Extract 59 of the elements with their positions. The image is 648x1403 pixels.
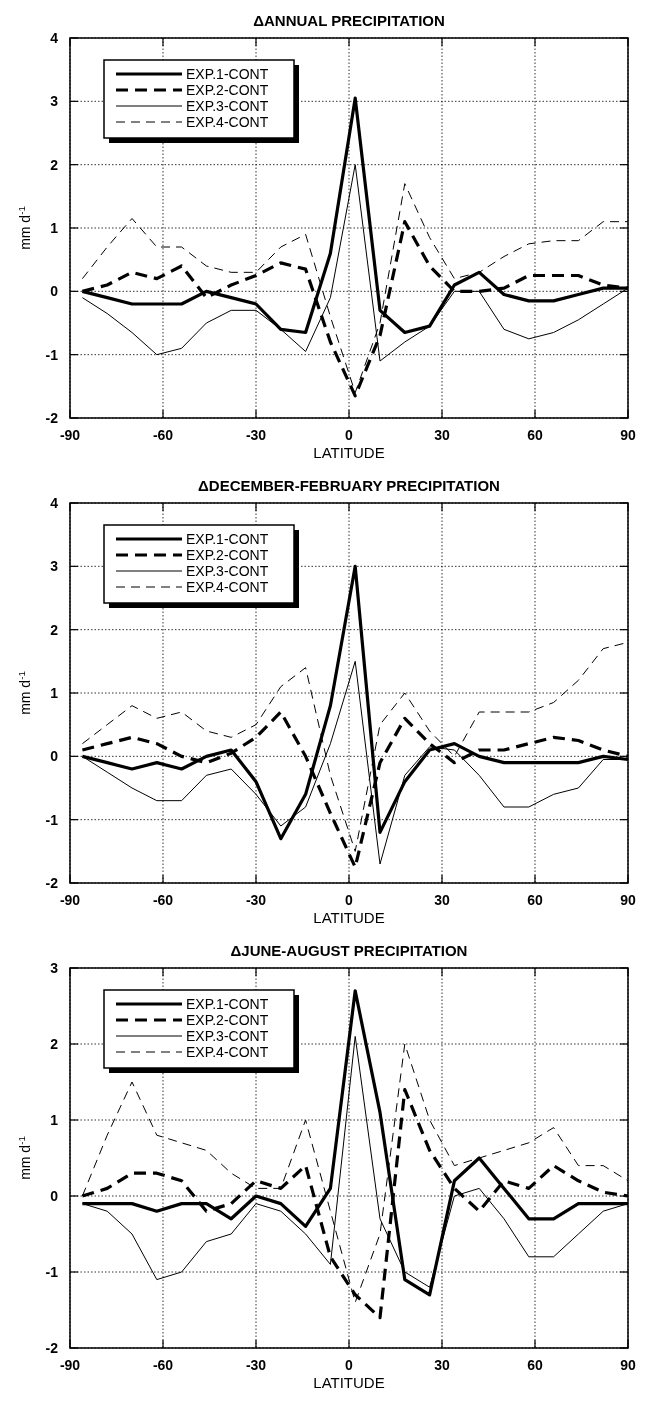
x-tick-label: -90 <box>59 427 81 443</box>
legend-label: EXP.3-CONT <box>186 563 269 579</box>
y-tick-label: -2 <box>45 1339 59 1356</box>
x-tick-label: 90 <box>620 427 636 443</box>
legend-label: EXP.1-CONT <box>186 996 269 1012</box>
x-axis-title: LATITUDE <box>313 444 385 461</box>
x-tick-label: 90 <box>620 892 636 908</box>
y-tick-label: -1 <box>45 346 59 363</box>
legend-label: EXP.3-CONT <box>186 1028 269 1044</box>
x-tick-label: 90 <box>620 1357 636 1373</box>
chart-title: ΔANNUAL PRECIPITATION <box>253 12 445 29</box>
legend-label: EXP.1-CONT <box>186 66 269 82</box>
x-tick-label: -30 <box>245 427 267 443</box>
legend-label: EXP.2-CONT <box>186 82 269 98</box>
x-tick-label: -90 <box>59 892 81 908</box>
y-tick-label: 2 <box>50 621 59 638</box>
legend-label: EXP.4-CONT <box>186 114 269 130</box>
y-tick-label: 2 <box>50 1035 59 1052</box>
y-tick-label: 3 <box>50 959 59 976</box>
y-tick-label: 0 <box>50 748 59 765</box>
y-tick-label: 4 <box>50 494 59 511</box>
y-tick-label: 3 <box>50 558 59 575</box>
x-tick-label: 30 <box>434 427 450 443</box>
x-axis-title: LATITUDE <box>313 1374 385 1391</box>
x-tick-label: 0 <box>345 427 354 443</box>
x-tick-label: -60 <box>152 892 174 908</box>
y-tick-label: -1 <box>45 811 59 828</box>
x-tick-label: -30 <box>245 892 267 908</box>
legend-label: EXP.2-CONT <box>186 1012 269 1028</box>
legend-label: EXP.2-CONT <box>186 547 269 563</box>
legend-label: EXP.4-CONT <box>186 1044 269 1060</box>
legend-label: EXP.4-CONT <box>186 579 269 595</box>
x-tick-label: 30 <box>434 892 450 908</box>
x-axis-title: LATITUDE <box>313 909 385 926</box>
y-tick-label: -2 <box>45 409 59 426</box>
x-tick-label: 60 <box>527 892 543 908</box>
chart-title: ΔJUNE-AUGUST PRECIPITATION <box>230 942 468 959</box>
x-tick-label: 60 <box>527 1357 543 1373</box>
x-tick-label: -90 <box>59 1357 81 1373</box>
y-tick-label: 1 <box>50 1111 59 1128</box>
x-tick-label: 0 <box>345 892 354 908</box>
legend-label: EXP.3-CONT <box>186 98 269 114</box>
y-tick-label: 2 <box>50 156 59 173</box>
y-tick-label: 0 <box>50 283 59 300</box>
y-tick-label: 4 <box>50 29 59 46</box>
x-tick-label: 0 <box>345 1357 354 1373</box>
x-tick-label: -60 <box>152 427 174 443</box>
x-tick-label: -60 <box>152 1357 174 1373</box>
y-tick-label: 3 <box>50 93 59 110</box>
y-tick-label: -1 <box>45 1263 59 1280</box>
y-tick-label: -2 <box>45 874 59 891</box>
y-tick-label: 1 <box>50 684 59 701</box>
y-tick-label: 1 <box>50 219 59 236</box>
x-tick-label: -30 <box>245 1357 267 1373</box>
chart-title: ΔDECEMBER-FEBRUARY PRECIPITATION <box>198 477 500 494</box>
x-tick-label: 30 <box>434 1357 450 1373</box>
legend-label: EXP.1-CONT <box>186 531 269 547</box>
x-tick-label: 60 <box>527 427 543 443</box>
y-tick-label: 0 <box>50 1187 59 1204</box>
